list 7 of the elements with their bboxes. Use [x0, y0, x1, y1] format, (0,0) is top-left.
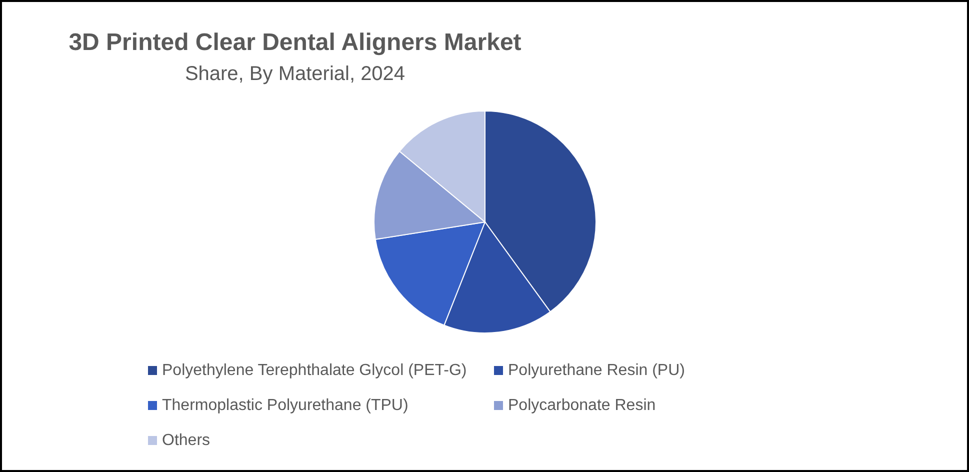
chart-subtitle: Share, By Material, 2024 [184, 63, 406, 85]
legend-label: Polycarbonate Resin [508, 397, 656, 414]
legend-label: Others [162, 432, 210, 450]
legend-label: Polyurethane Resin (PU) [508, 362, 685, 380]
chart-title: 3D Printed Clear Dental Aligners Market [68, 29, 522, 56]
legend-label: Polyethylene Terephthalate Glycol (PET-G) [162, 362, 467, 380]
legend-label: Thermoplastic Polyurethane (TPU) [162, 397, 408, 414]
